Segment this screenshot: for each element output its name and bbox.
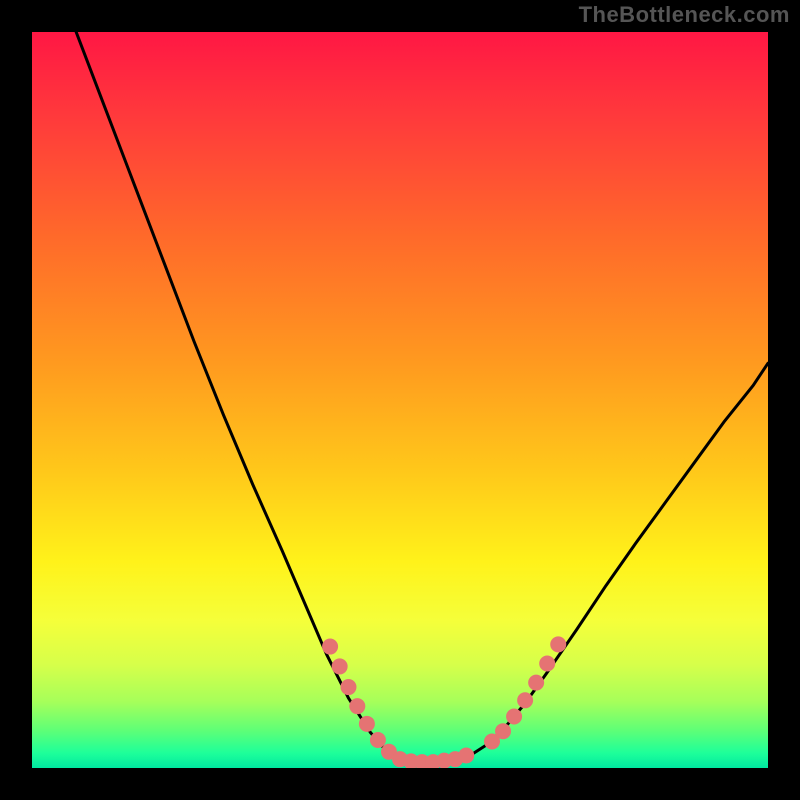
figure-outer: TheBottleneck.com (0, 0, 800, 800)
watermark-label: TheBottleneck.com (579, 2, 790, 28)
chart-svg (32, 32, 768, 768)
gradient-background (32, 32, 768, 768)
cluster-dot (539, 655, 555, 671)
cluster-dot (359, 716, 375, 732)
cluster-dot (458, 747, 474, 763)
cluster-dot (349, 698, 365, 714)
plot-area (32, 32, 768, 768)
cluster-dot (370, 732, 386, 748)
cluster-dot (517, 692, 533, 708)
cluster-dot (332, 658, 348, 674)
cluster-dot (322, 639, 338, 655)
cluster-dot (495, 723, 511, 739)
cluster-dot (506, 708, 522, 724)
cluster-dot (340, 679, 356, 695)
cluster-dot (550, 636, 566, 652)
cluster-dot (528, 675, 544, 691)
